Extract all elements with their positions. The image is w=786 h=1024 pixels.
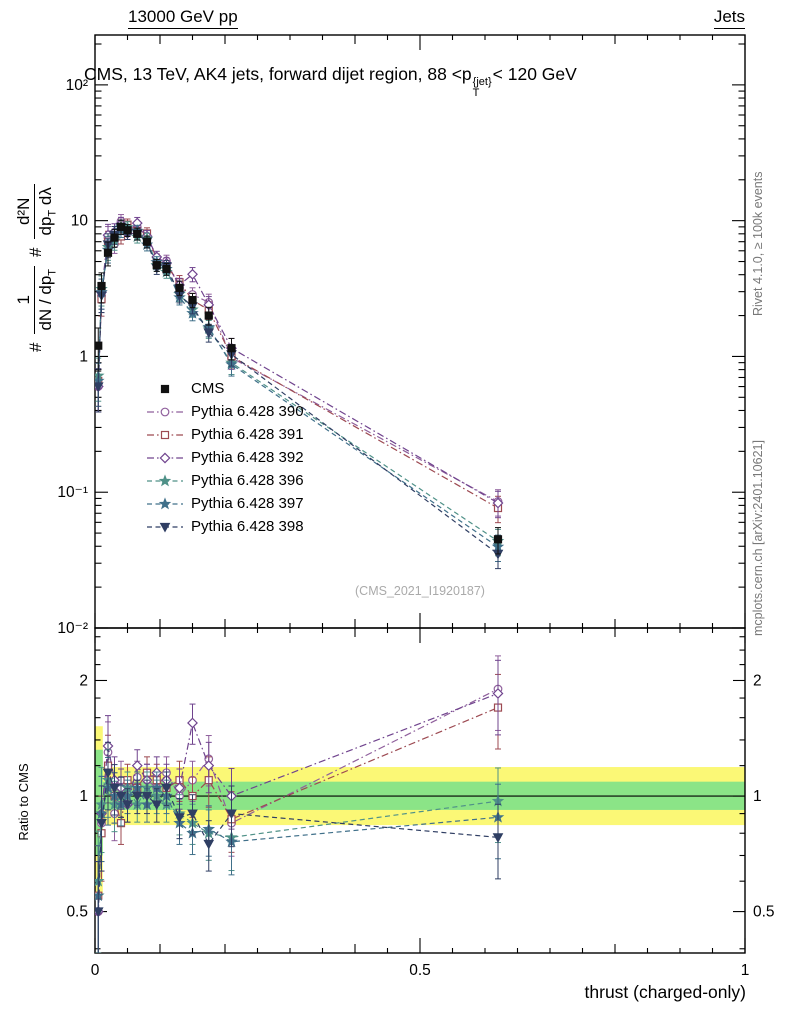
mcplots-arxiv-note: mcplots.cern.ch [arXiv:2401.10621] xyxy=(751,440,765,636)
main-panel-series xyxy=(95,214,505,570)
axis-ticks xyxy=(94,35,746,953)
svg-text:10: 10 xyxy=(71,213,89,230)
legend-item: Pythia 6.428 398 xyxy=(146,515,304,538)
square-icon xyxy=(160,384,170,393)
square-icon xyxy=(147,430,183,439)
svg-text:0.5: 0.5 xyxy=(66,904,88,921)
analysis-id-watermark: (CMS_2021_I1920187) xyxy=(355,584,485,598)
pt-jet-subsup: {jet} T xyxy=(473,77,492,99)
tick-labels: 10² 10 1 10⁻¹ 10⁻² 0.5 0.5 1 1 2 2 0 0.5 1 xyxy=(57,77,774,979)
ylabel-frac2-num: d²N xyxy=(14,197,33,226)
beam-energy-text: 13000 GeV pp xyxy=(128,7,238,26)
legend-item: Pythia 6.428 390 xyxy=(146,400,304,423)
legend-item: Pythia 6.428 391 xyxy=(146,423,304,446)
legend-label: Pythia 6.428 392 xyxy=(191,449,304,466)
y-axis-label: # 1 dN / dpT # d²N dpT dλ xyxy=(14,22,59,352)
legend-item: Pythia 6.428 396 xyxy=(146,469,304,492)
legend-item: Pythia 6.428 392 xyxy=(146,446,304,469)
star-icon xyxy=(147,473,183,486)
main-panel-frame xyxy=(94,34,746,629)
analysis-group-label: Jets xyxy=(713,7,745,29)
ratio-panel-series xyxy=(95,655,505,953)
ylabel-frac1-den: dN / dpT xyxy=(33,265,59,334)
plot-title: CMS, 13 TeV, AK4 jets, forward dijet reg… xyxy=(84,64,577,99)
ylabel-hash-1: # xyxy=(26,342,46,352)
ylabel-fraction-1: 1 dN / dpT xyxy=(14,265,59,334)
triangle-down-icon xyxy=(147,522,183,533)
ylabel-frac2-den: dpT dλ xyxy=(33,184,59,239)
ylabel-hash-2: # xyxy=(26,247,46,257)
svg-text:2: 2 xyxy=(79,672,88,689)
pt-subscript: T xyxy=(472,87,480,99)
legend-label: Pythia 6.428 391 xyxy=(191,426,304,443)
uncertainty-bands xyxy=(95,726,745,896)
legend-label: CMS xyxy=(191,380,225,397)
circle-icon xyxy=(147,407,183,416)
analysis-group-text: Jets xyxy=(713,7,745,26)
rivet-version-note: Rivet 4.1.0, ≥ 100k events xyxy=(751,171,765,316)
svg-text:0.5: 0.5 xyxy=(753,904,775,921)
legend-item: Pythia 6.428 397 xyxy=(146,492,304,515)
pt-jet-superscript: {jet} xyxy=(472,76,492,88)
beam-energy-label: 13000 GeV pp xyxy=(128,7,238,29)
star-icon xyxy=(147,496,183,509)
svg-text:1: 1 xyxy=(741,962,750,979)
svg-text:10⁻¹: 10⁻¹ xyxy=(57,484,88,501)
diamond-icon xyxy=(147,452,183,463)
svg-text:1: 1 xyxy=(753,788,762,805)
legend-label: Pythia 6.428 398 xyxy=(191,518,304,535)
svg-text:1: 1 xyxy=(79,788,88,805)
x-axis-label: thrust (charged-only) xyxy=(584,982,746,1002)
svg-text:0: 0 xyxy=(91,962,100,979)
legend-label: Pythia 6.428 397 xyxy=(191,495,304,512)
svg-text:10²: 10² xyxy=(66,77,88,94)
ylabel-fraction-2: d²N dpT dλ xyxy=(14,184,59,239)
legend-label: Pythia 6.428 396 xyxy=(191,472,304,489)
ratio-axis-label: Ratio to CMS xyxy=(16,763,31,841)
svg-text:1: 1 xyxy=(79,348,88,365)
plot-title-text-end: < 120 GeV xyxy=(492,64,577,84)
legend-label: Pythia 6.428 390 xyxy=(191,403,304,420)
legend-item: CMS xyxy=(146,377,304,400)
ylabel-frac1-num: 1 xyxy=(14,295,33,305)
legend: CMS Pythia 6.428 390 Pythia 6.428 391 Pythi… xyxy=(146,377,304,538)
plot-title-text: CMS, 13 TeV, AK4 jets, forward dijet reg… xyxy=(84,64,472,84)
svg-text:0.5: 0.5 xyxy=(409,962,431,979)
svg-text:10⁻²: 10⁻² xyxy=(57,620,88,637)
svg-text:2: 2 xyxy=(753,672,762,689)
